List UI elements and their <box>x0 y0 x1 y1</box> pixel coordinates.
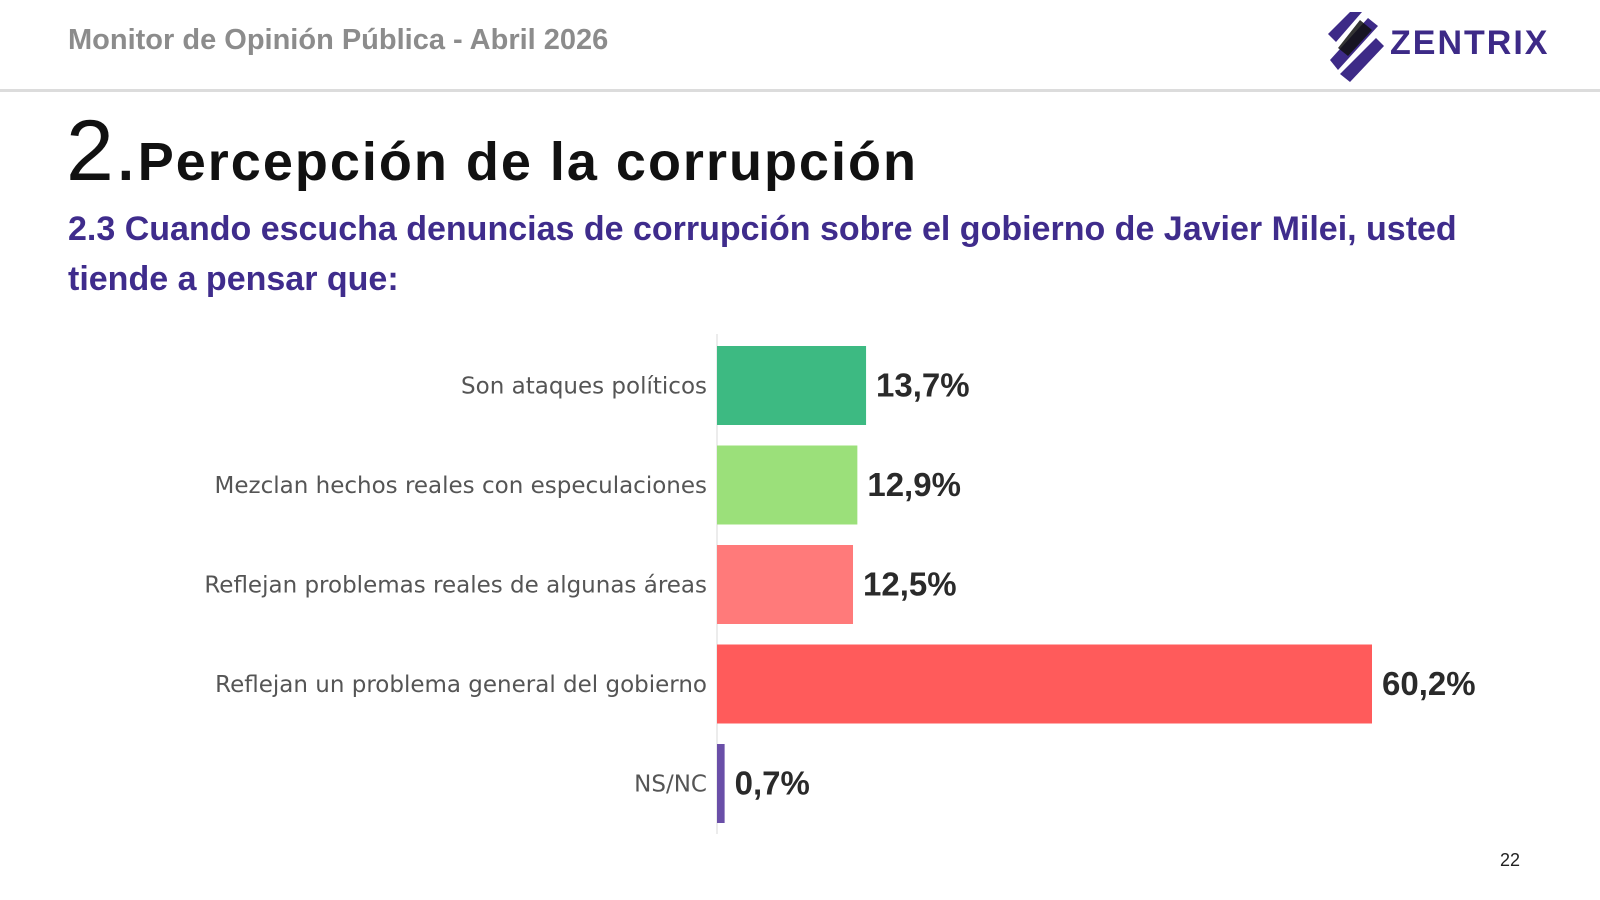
bar-1 <box>717 346 867 425</box>
brand-logo: ZENTRIX <box>1328 12 1588 82</box>
section-title: Percepción de la corrupción <box>137 132 918 192</box>
category-label: NS/NC <box>634 772 707 798</box>
zentrix-logo-icon <box>1328 12 1384 82</box>
bar-5 <box>717 744 725 823</box>
category-label: Mezclan hechos reales con especulaciones <box>215 473 707 499</box>
page-number: 22 <box>1500 850 1521 870</box>
header-divider <box>0 89 1600 92</box>
logo-text: ZENTRIX <box>1390 24 1550 62</box>
section-heading: 2.Percepción de la corrupción <box>66 108 918 194</box>
category-label: Reflejan un problema general del gobiern… <box>215 672 707 698</box>
report-title: Monitor de Opinión Pública - Abril 2026 <box>68 24 609 56</box>
value-label: 60,2% <box>1382 665 1476 702</box>
value-label: 12,9% <box>867 466 961 503</box>
value-label: 13,7% <box>876 367 970 404</box>
bar-4 <box>717 644 1372 724</box>
bar-3 <box>717 545 854 624</box>
survey-question: 2.3 Cuando escucha denuncias de corrupci… <box>68 210 1457 298</box>
bar-2 <box>717 445 858 525</box>
category-label: Son ataques políticos <box>461 374 707 400</box>
value-label: 0,7% <box>735 765 810 802</box>
section-number: 2. <box>66 103 138 199</box>
value-label: 12,5% <box>863 566 957 603</box>
category-label: Reflejan problemas reales de algunas áre… <box>204 573 707 599</box>
